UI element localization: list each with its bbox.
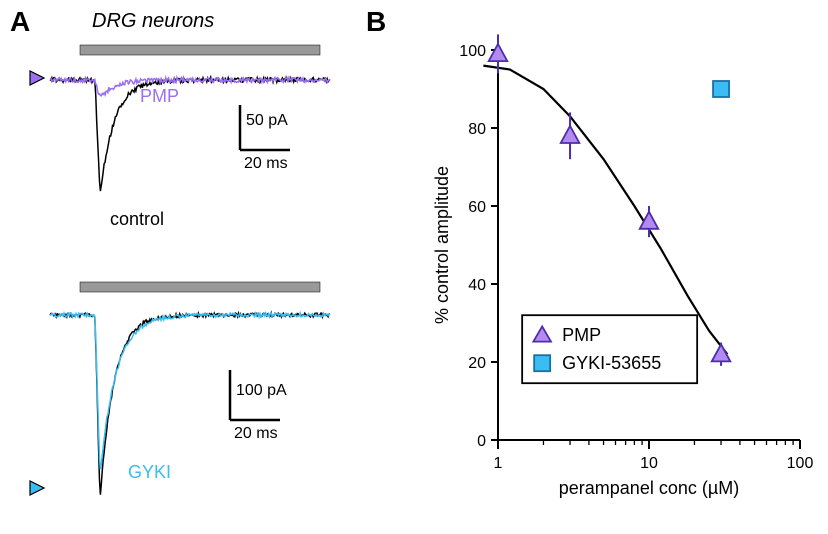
- y-axis-label: % control amplitude: [432, 166, 452, 324]
- scale-y-bot: 100 pA: [236, 382, 287, 399]
- trace-bottom-svg: GYKI 100 pA 20 ms: [20, 280, 350, 530]
- legend-pmp-label: PMP: [562, 325, 601, 345]
- x-tick-label: 10: [640, 455, 658, 472]
- scale-x-bot: 20 ms: [234, 425, 278, 442]
- trace-top-svg: PMP control 50 pA 20 ms: [20, 40, 350, 250]
- y-tick-label: 100: [459, 43, 486, 60]
- pmp-marker-icon: [30, 71, 44, 85]
- gyki-point: [713, 81, 729, 97]
- fit-curve: [483, 66, 727, 355]
- trace-bottom-container: GYKI 100 pA 20 ms: [20, 280, 350, 530]
- x-axis-label: perampanel conc (µM): [559, 478, 739, 498]
- gyki-marker-icon: [30, 481, 44, 495]
- panel-a-letter: A: [10, 6, 30, 38]
- control-label-top: control: [110, 209, 164, 229]
- x-tick-label: 1: [494, 455, 503, 472]
- figure-root: A B DRG neurons PMP control 50 pA 20 ms GYK…: [0, 0, 828, 534]
- y-tick-label: 60: [468, 199, 486, 216]
- legend-gyki-label: GYKI-53655: [562, 353, 661, 373]
- scale-x-top: 20 ms: [244, 155, 288, 172]
- dose-response-chart: 0 20 40 60 80 100 1 10 100 perampanel conc (µM) % …: [430, 30, 820, 510]
- y-tick-label: 80: [468, 121, 486, 138]
- gyki-label: GYKI: [128, 462, 171, 482]
- pmp-label: PMP: [140, 86, 179, 106]
- chart-container: 0 20 40 60 80 100 1 10 100 perampanel conc (µM) % …: [430, 30, 820, 510]
- panel-a-title: DRG neurons: [92, 10, 214, 33]
- y-tick-label: 40: [468, 277, 486, 294]
- scale-y-top: 50 pA: [246, 112, 288, 129]
- pmp-point: [561, 126, 580, 143]
- trace-top-container: PMP control 50 pA 20 ms: [20, 40, 350, 250]
- y-tick-label: 20: [468, 355, 486, 372]
- legend-gyki-icon: [534, 355, 550, 371]
- y-tick-label: 0: [477, 433, 486, 450]
- x-tick-label: 100: [787, 455, 814, 472]
- panel-b-letter: B: [366, 6, 386, 38]
- pmp-point: [489, 44, 508, 61]
